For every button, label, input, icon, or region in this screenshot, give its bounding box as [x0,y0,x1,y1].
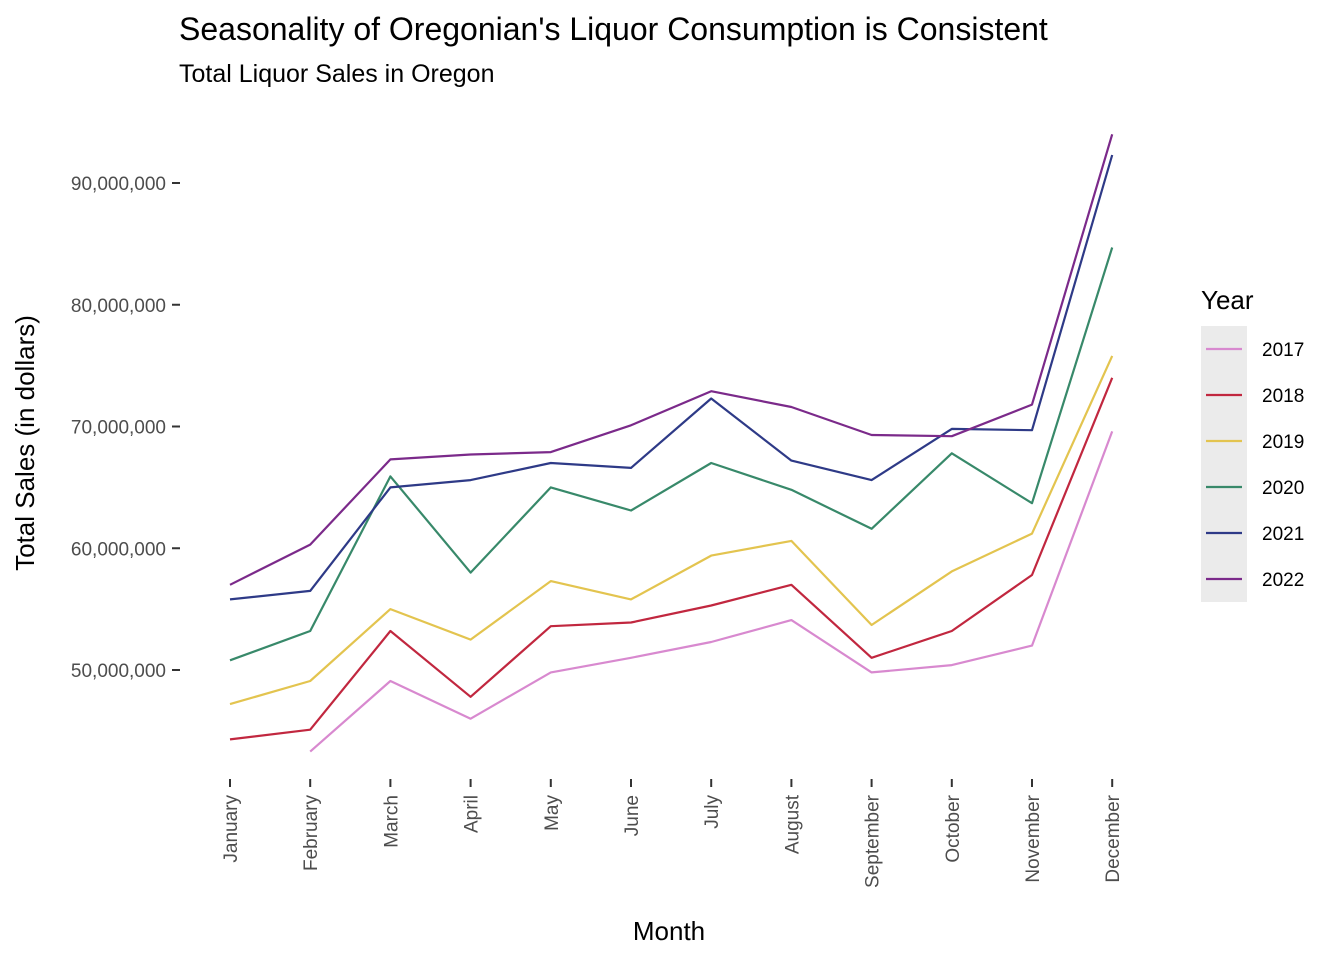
x-axis: January February March April May June July Augu… [221,779,1124,888]
x-tick-label: March [381,795,402,848]
chart-subtitle: Total Liquor Sales in Oregon [179,60,494,88]
x-tick-label: April [462,795,483,833]
legend-label: 2018 [1262,386,1304,407]
y-axis-title: Total Sales (in dollars) [10,315,40,571]
x-tick-label: February [301,795,322,872]
legend-label: 2022 [1262,570,1304,591]
x-axis-title: Month [633,916,705,946]
series-line-2018 [229,377,1114,741]
y-tick-label: 80,000,000 [71,296,166,317]
x-tick-label: December [1103,794,1124,882]
x-tick-label: November [1023,794,1044,882]
y-axis: 50,000,000 60,000,000 70,000,000 80,000,000… [71,174,180,682]
chart-title: Seasonality of Oregonian's Liquor Consum… [179,11,1048,47]
series-line-2020 [229,247,1114,662]
legend-label: 2019 [1262,432,1304,453]
series-line-2019 [229,355,1114,706]
legend: Year 2017 2018 2019 2020 2021 2022 [1201,285,1304,602]
legend-label: 2020 [1262,478,1304,499]
x-tick-label: June [622,795,643,836]
series-line-2017 [309,431,1114,753]
x-tick-label: August [782,794,803,854]
y-tick-label: 50,000,000 [71,661,166,682]
y-tick-label: 60,000,000 [71,539,166,560]
series-line-2021 [229,154,1114,601]
legend-key-background [1201,326,1247,602]
x-tick-label: May [542,795,563,831]
plot-area: 50,000,000 60,000,000 70,000,000 80,000,000… [71,133,1124,888]
x-tick-label: July [702,795,723,829]
x-tick-label: September [863,794,884,888]
x-tick-label: January [221,795,242,863]
series-line-2022 [229,133,1114,586]
legend-label: 2021 [1262,524,1304,545]
legend-title: Year [1201,285,1254,315]
y-tick-label: 90,000,000 [71,174,166,195]
y-tick-label: 70,000,000 [71,418,166,439]
x-tick-label: October [943,794,964,862]
legend-label: 2017 [1262,340,1304,361]
series-lines [229,133,1114,753]
